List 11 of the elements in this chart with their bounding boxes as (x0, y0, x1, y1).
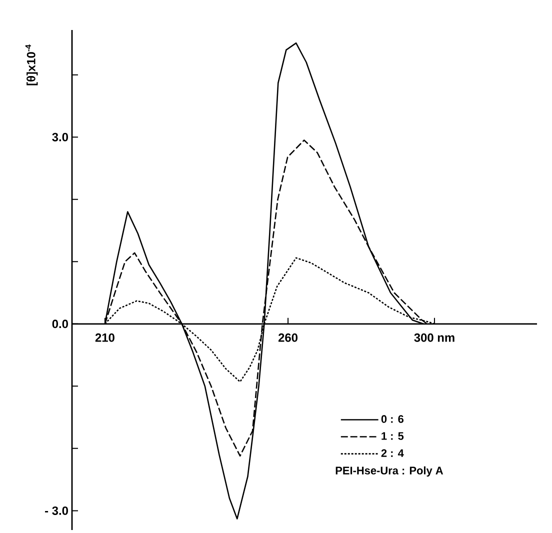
legend-label: 2 : 4 (381, 449, 404, 457)
y-tick-label: 3.0 (52, 132, 68, 142)
y-tick-label: 0.0 (52, 320, 68, 328)
x-tick-label: 300 nm (414, 333, 454, 342)
legend-label: 0 : 6 (381, 415, 404, 423)
x-tick-label: 210 (95, 333, 114, 342)
legend-title: PEI-Hse-Ura : Poly A (336, 466, 444, 477)
legend-label: 1 : 5 (382, 432, 404, 440)
x-tick-label: 260 (278, 333, 298, 342)
y-axis-title: [θ]x10$^{-4}$ (25, 44, 38, 86)
y-tick-label: - 3.0 (45, 506, 68, 515)
